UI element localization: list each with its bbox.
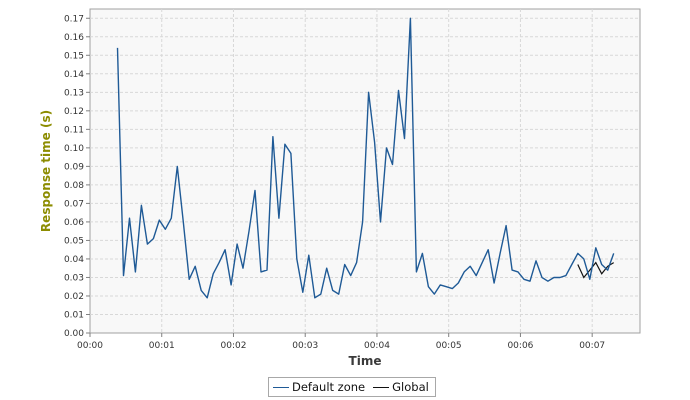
y-tick-label: 0.09	[64, 162, 84, 172]
series-layer	[116, 17, 615, 299]
y-tick-label: 0.03	[64, 273, 84, 283]
series-line-default-zone	[116, 17, 615, 299]
y-tick-label: 0.04	[64, 255, 84, 265]
x-axis-ticks: 00:00 00:01 00:02 00:03 00:04 00:05 00:06 00:07	[77, 333, 605, 351]
x-tick-label: 00:00	[77, 341, 103, 351]
x-tick-label: 00:07	[579, 341, 605, 351]
y-tick-label: 0.07	[64, 199, 84, 209]
legend-label-default-zone: Default zone	[292, 380, 366, 394]
y-tick-label: 0.02	[64, 292, 84, 302]
y-axis-ticks: 0.00 0.01 0.02 0.03 0.04 0.05 0.06 0.07 0.08 0.09…	[64, 14, 90, 339]
x-tick-label: 00:06	[507, 341, 533, 351]
x-tick-label: 00:01	[149, 341, 175, 351]
y-tick-label: 0.00	[64, 329, 84, 339]
y-tick-label: 0.10	[64, 144, 84, 154]
y-tick-label: 0.17	[64, 14, 84, 24]
series-line-global	[577, 261, 615, 279]
y-tick-label: 0.11	[64, 125, 84, 135]
global-line-swatch-icon	[373, 386, 390, 388]
y-axis-title: Response time (s)	[39, 110, 53, 232]
y-tick-label: 0.14	[64, 70, 84, 80]
legend-item-default-zone[interactable]: Default zone	[273, 380, 365, 394]
default-zone-line-swatch-icon	[273, 386, 289, 388]
y-tick-label: 0.12	[64, 107, 84, 117]
y-tick-label: 0.15	[64, 51, 84, 61]
legend-label-global: Global	[392, 380, 429, 394]
y-tick-label: 0.08	[64, 181, 84, 191]
x-axis-title: Time	[349, 354, 382, 368]
y-tick-label: 0.01	[64, 310, 84, 320]
y-tick-label: 0.06	[64, 218, 84, 228]
x-tick-label: 00:03	[292, 341, 318, 351]
x-tick-label: 00:02	[221, 341, 247, 351]
x-tick-label: 00:05	[436, 341, 462, 351]
y-tick-label: 0.13	[64, 88, 84, 98]
x-tick-label: 00:04	[364, 341, 390, 351]
y-tick-label: 0.05	[64, 236, 84, 246]
legend-item-global[interactable]: Global	[373, 380, 429, 394]
y-tick-label: 0.16	[64, 33, 84, 43]
legend: Default zone Global	[268, 377, 436, 397]
